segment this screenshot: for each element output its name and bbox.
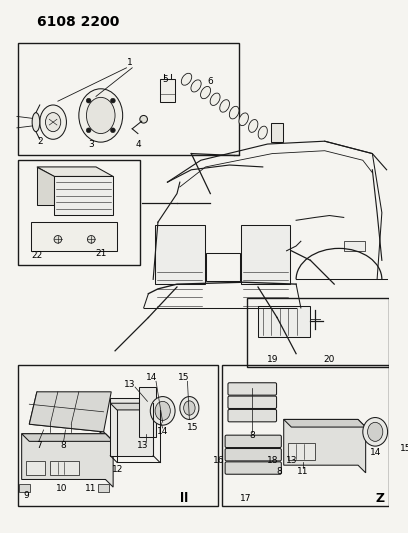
Bar — [206, 253, 240, 281]
Bar — [288, 443, 315, 461]
Text: 8: 8 — [61, 441, 67, 450]
Bar — [155, 225, 205, 284]
Text: 18: 18 — [266, 456, 278, 465]
Text: 5: 5 — [163, 75, 169, 84]
Text: ll: ll — [180, 492, 188, 505]
Text: 15: 15 — [187, 423, 199, 432]
Text: 20: 20 — [324, 355, 335, 364]
Ellipse shape — [392, 418, 408, 441]
Text: 8: 8 — [276, 467, 282, 477]
Text: 11: 11 — [297, 467, 308, 477]
Bar — [344, 241, 365, 251]
FancyBboxPatch shape — [225, 462, 282, 474]
Ellipse shape — [180, 397, 199, 419]
Text: 16: 16 — [213, 456, 225, 465]
Text: 22: 22 — [31, 251, 42, 260]
Bar — [271, 123, 283, 142]
Text: 7: 7 — [36, 441, 42, 450]
Ellipse shape — [363, 417, 388, 446]
Ellipse shape — [229, 106, 239, 119]
Polygon shape — [22, 434, 113, 487]
Ellipse shape — [396, 423, 408, 437]
Ellipse shape — [45, 112, 61, 132]
Bar — [31, 222, 117, 251]
Ellipse shape — [191, 80, 201, 92]
FancyBboxPatch shape — [225, 448, 282, 461]
Circle shape — [86, 98, 91, 103]
Ellipse shape — [181, 73, 192, 85]
Text: 6: 6 — [207, 77, 213, 86]
Circle shape — [111, 128, 115, 133]
Polygon shape — [54, 176, 113, 215]
Circle shape — [140, 116, 147, 123]
Text: 6108 2200: 6108 2200 — [37, 15, 119, 29]
Ellipse shape — [155, 401, 170, 421]
Text: 8: 8 — [249, 431, 255, 440]
Text: 13: 13 — [137, 441, 149, 450]
Ellipse shape — [201, 86, 211, 99]
Text: 14: 14 — [370, 448, 381, 457]
Polygon shape — [29, 392, 111, 439]
Bar — [18, 43, 239, 156]
Bar — [246, 298, 390, 367]
Ellipse shape — [258, 126, 267, 139]
Ellipse shape — [220, 100, 230, 112]
Polygon shape — [284, 419, 366, 473]
Ellipse shape — [40, 105, 67, 139]
Bar — [139, 387, 156, 437]
Text: 14: 14 — [146, 373, 157, 382]
Ellipse shape — [32, 112, 40, 132]
Text: 13: 13 — [286, 456, 297, 465]
Circle shape — [111, 98, 115, 103]
Text: 14: 14 — [157, 427, 169, 437]
Polygon shape — [22, 434, 113, 441]
Text: 11: 11 — [84, 483, 96, 492]
Bar — [222, 365, 390, 506]
Polygon shape — [37, 167, 113, 176]
FancyBboxPatch shape — [228, 409, 277, 422]
Text: 2: 2 — [37, 136, 42, 146]
Bar — [19, 484, 30, 492]
Text: 1: 1 — [126, 58, 132, 67]
Bar — [160, 79, 175, 102]
Bar — [98, 484, 109, 492]
Text: 19: 19 — [266, 355, 278, 364]
Text: 3: 3 — [89, 140, 94, 149]
Ellipse shape — [248, 119, 258, 132]
Text: 15: 15 — [178, 373, 189, 382]
Bar — [27, 462, 45, 475]
Polygon shape — [284, 419, 366, 427]
Circle shape — [86, 128, 91, 133]
Bar — [258, 306, 310, 336]
Bar — [18, 365, 218, 506]
Ellipse shape — [79, 89, 123, 142]
Text: 15: 15 — [400, 445, 408, 454]
Ellipse shape — [239, 113, 248, 126]
Bar — [241, 225, 290, 284]
Text: 10: 10 — [56, 483, 67, 492]
FancyBboxPatch shape — [228, 383, 277, 395]
Polygon shape — [37, 167, 54, 205]
Ellipse shape — [184, 401, 195, 415]
FancyBboxPatch shape — [228, 396, 277, 408]
Text: 21: 21 — [95, 249, 106, 258]
Circle shape — [87, 236, 95, 243]
FancyBboxPatch shape — [225, 435, 282, 448]
Bar — [110, 399, 153, 456]
Circle shape — [54, 236, 62, 243]
Text: 9: 9 — [24, 491, 29, 500]
Polygon shape — [110, 403, 160, 410]
Polygon shape — [29, 392, 111, 432]
Text: 12: 12 — [112, 465, 124, 474]
Text: 13: 13 — [124, 379, 135, 389]
Text: 17: 17 — [240, 494, 251, 503]
Ellipse shape — [368, 422, 383, 441]
Bar — [50, 462, 79, 475]
Ellipse shape — [150, 397, 175, 425]
Ellipse shape — [86, 98, 115, 134]
Ellipse shape — [210, 93, 220, 106]
Bar — [18, 160, 140, 265]
Text: 4: 4 — [136, 140, 142, 149]
Text: Z: Z — [375, 492, 384, 505]
